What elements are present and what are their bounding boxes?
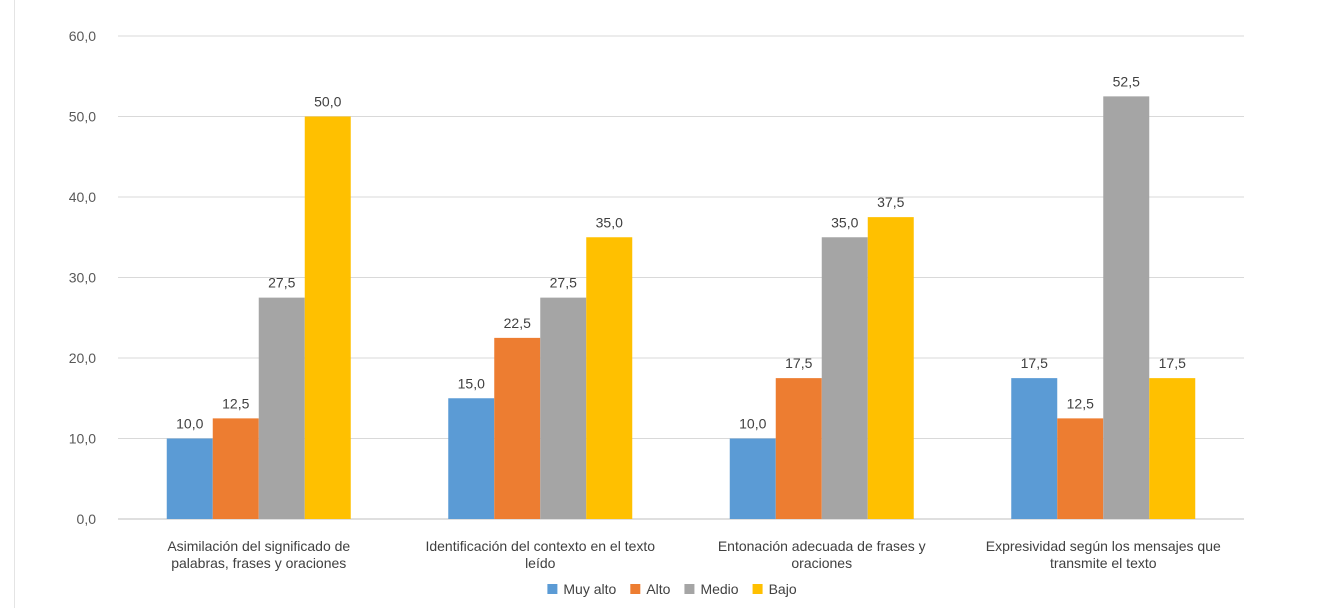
x-axis-categories: Asimilación del significado depalabras, …	[167, 538, 1221, 571]
data-label: 27,5	[268, 275, 295, 291]
data-label: 10,0	[176, 416, 203, 432]
chart-frame	[14, 0, 1330, 608]
data-label: 22,5	[504, 315, 531, 331]
y-tick-label: 50,0	[69, 109, 96, 125]
bar	[304, 116, 351, 519]
bar	[729, 438, 776, 519]
bar	[1149, 378, 1196, 519]
legend-swatch	[684, 584, 695, 594]
bar	[258, 297, 305, 519]
x-tick-label: transmite el texto	[1050, 555, 1157, 571]
data-label: 17,5	[1021, 355, 1048, 371]
data-label: 50,0	[314, 94, 341, 110]
legend: Muy alto Alto Medio Bajo	[547, 581, 797, 597]
y-tick-label: 60,0	[69, 28, 96, 44]
data-label: 10,0	[739, 416, 766, 432]
data-label: 12,5	[222, 395, 249, 411]
bar	[775, 378, 822, 519]
bar	[1011, 378, 1058, 519]
data-label: 17,5	[1159, 355, 1186, 371]
legend-swatch	[547, 584, 558, 594]
x-tick-label: Expresividad según los mensajes que	[986, 538, 1221, 554]
y-tick-label: 20,0	[69, 350, 96, 366]
bar	[821, 237, 868, 519]
data-label: 15,0	[458, 375, 485, 391]
data-label: 17,5	[785, 355, 812, 371]
x-tick-label: leído	[525, 555, 556, 571]
legend-swatch	[630, 584, 641, 594]
x-tick-label: Entonación adecuada de frases y	[718, 538, 926, 554]
bar	[448, 398, 495, 519]
data-label: 52,5	[1113, 73, 1140, 89]
y-tick-label: 10,0	[69, 431, 96, 447]
bar	[1103, 96, 1150, 519]
data-label: 37,5	[877, 194, 904, 210]
data-label: 12,5	[1067, 395, 1094, 411]
bar	[212, 418, 259, 519]
bar	[540, 297, 587, 519]
bar	[494, 337, 541, 519]
bar	[166, 438, 213, 519]
y-tick-label: 40,0	[69, 189, 96, 205]
legend-label: Alto	[646, 581, 670, 597]
x-tick-label: oraciones	[791, 555, 852, 571]
legend-label: Muy alto	[563, 581, 616, 597]
bar	[1057, 418, 1104, 519]
bar	[867, 217, 914, 519]
legend-label: Medio	[700, 581, 738, 597]
y-tick-label: 30,0	[69, 270, 96, 286]
x-tick-label: Asimilación del significado de	[167, 538, 350, 554]
x-tick-label: Identificación del contexto en el texto	[425, 538, 655, 554]
legend-label: Bajo	[769, 581, 797, 597]
y-tick-label: 0,0	[77, 511, 97, 527]
y-axis-ticks: 0,0 10,0 20,0 30,0 40,0 50,0 60,0	[69, 28, 96, 527]
data-label: 27,5	[550, 275, 577, 291]
data-labels: 10,0 12,5 27,5 50,0 15,0 22,5 27,5 35,0 10,0 17,5…	[176, 73, 1186, 431]
data-label: 35,0	[596, 214, 623, 230]
x-tick-label: palabras, frases y oraciones	[171, 555, 346, 571]
bar	[586, 237, 633, 519]
data-label: 35,0	[831, 214, 858, 230]
bars	[166, 96, 1196, 519]
legend-swatch	[752, 584, 763, 594]
